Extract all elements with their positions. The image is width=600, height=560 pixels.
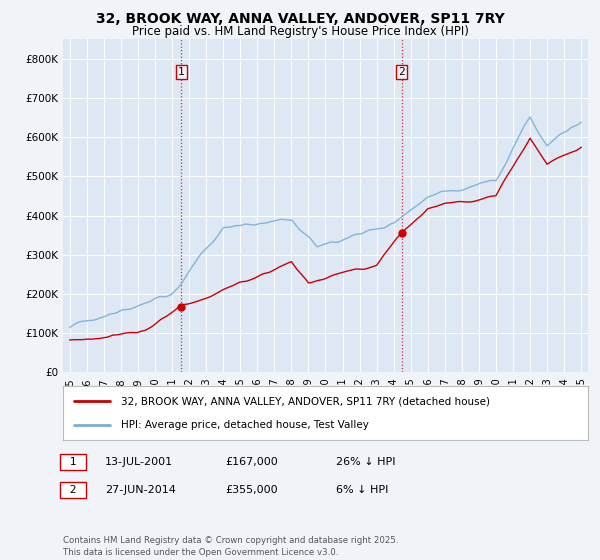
Text: 1: 1 bbox=[178, 67, 185, 77]
Text: Price paid vs. HM Land Registry's House Price Index (HPI): Price paid vs. HM Land Registry's House … bbox=[131, 25, 469, 38]
Text: £355,000: £355,000 bbox=[225, 485, 278, 495]
Text: 32, BROOK WAY, ANNA VALLEY, ANDOVER, SP11 7RY (detached house): 32, BROOK WAY, ANNA VALLEY, ANDOVER, SP1… bbox=[121, 396, 490, 407]
Text: 26% ↓ HPI: 26% ↓ HPI bbox=[336, 457, 395, 467]
Text: 2: 2 bbox=[63, 485, 83, 495]
Text: 6% ↓ HPI: 6% ↓ HPI bbox=[336, 485, 388, 495]
Text: 32, BROOK WAY, ANNA VALLEY, ANDOVER, SP11 7RY: 32, BROOK WAY, ANNA VALLEY, ANDOVER, SP1… bbox=[95, 12, 505, 26]
Text: Contains HM Land Registry data © Crown copyright and database right 2025.
This d: Contains HM Land Registry data © Crown c… bbox=[63, 536, 398, 557]
Text: £167,000: £167,000 bbox=[225, 457, 278, 467]
Text: 27-JUN-2014: 27-JUN-2014 bbox=[105, 485, 176, 495]
Text: 13-JUL-2001: 13-JUL-2001 bbox=[105, 457, 173, 467]
Text: 2: 2 bbox=[398, 67, 405, 77]
Text: 1: 1 bbox=[63, 457, 83, 467]
Text: HPI: Average price, detached house, Test Valley: HPI: Average price, detached house, Test… bbox=[121, 419, 368, 430]
